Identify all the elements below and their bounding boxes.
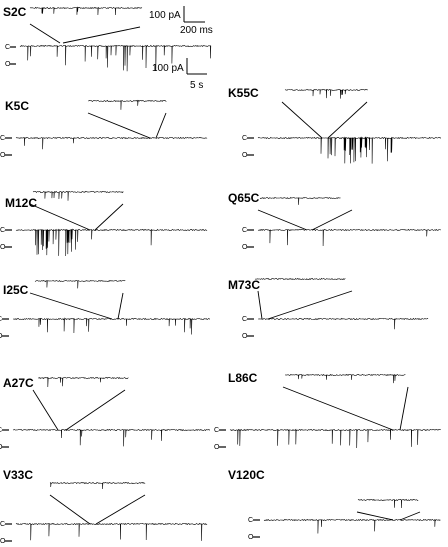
zoom-line-left-m12c (29, 203, 91, 231)
inset-trace-m12c (32, 190, 124, 201)
zoom-line-right-a27c (65, 389, 126, 431)
open-marker-a27c: O (0, 444, 3, 451)
zoom-line-left-v120c (356, 511, 394, 521)
zoom-line-left-l86c (282, 386, 394, 431)
panel-label-m73c: M73C (228, 278, 260, 292)
panels-layer: K5C C O K55C C O M12C C O Q65C C O I25C C O M73C C O A27C C… (0, 86, 441, 545)
inset-current-scale: 100 pA (149, 10, 181, 21)
open-marker-q65c: O (242, 244, 248, 251)
zoom-line-left-a27c (32, 389, 59, 431)
inset-trace-m73c (254, 277, 346, 281)
main-trace-v120c (263, 518, 441, 534)
zoom-line-right-i25c (117, 292, 124, 320)
panel-label-k5c: K5C (5, 99, 29, 113)
main-time-scale: 5 s (190, 80, 203, 91)
panel-i25c: I25C C O (0, 279, 210, 340)
inset-scale-bar: 100 pA 200 ms (149, 6, 213, 36)
zoom-line-left-k55c (281, 101, 323, 139)
panel-label-a27c: A27C (3, 376, 34, 390)
open-marker-v120c: O (248, 534, 254, 541)
inset-trace-k55c (284, 89, 368, 99)
panel-label-v120c: V120C (228, 468, 265, 482)
inset-trace-v33c (49, 481, 146, 490)
panel-s2c: S2C 100 pA 200 ms C O 100 pA 5 s (3, 5, 213, 91)
inset-trace-i25c (34, 279, 126, 289)
closed-marker-q65c: C (242, 227, 247, 234)
closed-marker-v33c: C (0, 521, 5, 528)
closed-marker-l86c: C (214, 427, 219, 434)
panel-label-l86c: L86C (228, 371, 258, 385)
zoom-line-left-v33c (49, 494, 91, 525)
zoom-line-right-m12c (94, 203, 124, 231)
panel-m12c: M12C C O (0, 190, 208, 257)
inset-trace-s2c (29, 6, 143, 16)
inset-trace-a27c (38, 376, 129, 388)
main-trace-k55c (257, 136, 441, 164)
closed-marker-a27c: C (0, 427, 2, 434)
closed-marker-m73c: C (242, 316, 247, 323)
inset-trace-l86c (284, 373, 406, 384)
inset-trace-v120c (357, 498, 419, 509)
panel-q65c: Q65C C O (228, 191, 441, 251)
open-marker-m12c: O (0, 244, 6, 251)
open-marker-m73c: O (242, 333, 248, 340)
zoom-line-right-k5c (155, 112, 167, 139)
main-trace-q65c (257, 228, 441, 247)
main-trace-k5c (15, 136, 208, 150)
zoom-line-left-k5c (87, 112, 151, 139)
panel-a27c: A27C C O (0, 376, 210, 451)
panel-label-v33c: V33C (3, 468, 33, 482)
open-marker-i25c: O (0, 333, 3, 340)
zoom-line-right-q65c (311, 209, 353, 231)
closed-marker: C (5, 44, 10, 51)
main-scale-bar: 100 pA 5 s (152, 58, 207, 91)
inset-trace-k5c (87, 99, 167, 110)
zoom-line-right-v33c (95, 494, 146, 525)
panel-label-k55c: K55C (228, 86, 259, 100)
main-current-scale: 100 pA (152, 63, 184, 74)
open-marker-v33c: O (0, 538, 6, 545)
panel-v120c: V120C C O (228, 468, 441, 541)
panel-label-s2c: S2C (3, 5, 27, 19)
main-trace-m73c (258, 317, 429, 330)
panel-m73c: M73C C O (228, 277, 429, 340)
main-trace-v33c (15, 522, 208, 541)
zoom-line-right-v120c (399, 511, 421, 521)
panel-label-i25c: I25C (3, 283, 29, 297)
main-trace-m12c (15, 228, 208, 257)
panel-label-m12c: M12C (5, 196, 37, 210)
closed-marker-v120c: C (248, 517, 253, 524)
panel-k55c: K55C C O (228, 86, 441, 164)
zoom-line-right-l86c (399, 386, 409, 431)
zoom-line-right-m73c (267, 290, 353, 320)
main-trace-a27c (12, 428, 210, 447)
panel-l86c: L86C C O (214, 371, 441, 451)
closed-marker-k5c: C (0, 135, 5, 142)
zoom-line-left-q65c (257, 209, 308, 231)
open-marker-k55c: O (242, 152, 248, 159)
closed-marker-k55c: C (242, 135, 247, 142)
closed-marker-m12c: C (0, 227, 5, 234)
zoom-line-left-m73c (257, 290, 263, 320)
inset-trace-q65c (259, 196, 341, 205)
closed-marker-i25c: C (0, 316, 2, 323)
panel-v33c: V33C C O (0, 468, 208, 545)
zoom-line-left-i25c (29, 292, 113, 320)
open-marker-k5c: O (0, 152, 6, 159)
open-marker-l86c: O (214, 444, 220, 451)
main-trace-l86c (229, 428, 441, 449)
zoom-line-right-k55c (327, 101, 368, 139)
panel-k5c: K5C C O (0, 99, 208, 159)
panel-label-q65c: Q65C (228, 191, 260, 205)
main-trace-s2c (19, 44, 212, 72)
inset-time-scale: 200 ms (180, 25, 213, 36)
main-trace-i25c (12, 317, 210, 335)
open-marker: O (5, 61, 11, 68)
